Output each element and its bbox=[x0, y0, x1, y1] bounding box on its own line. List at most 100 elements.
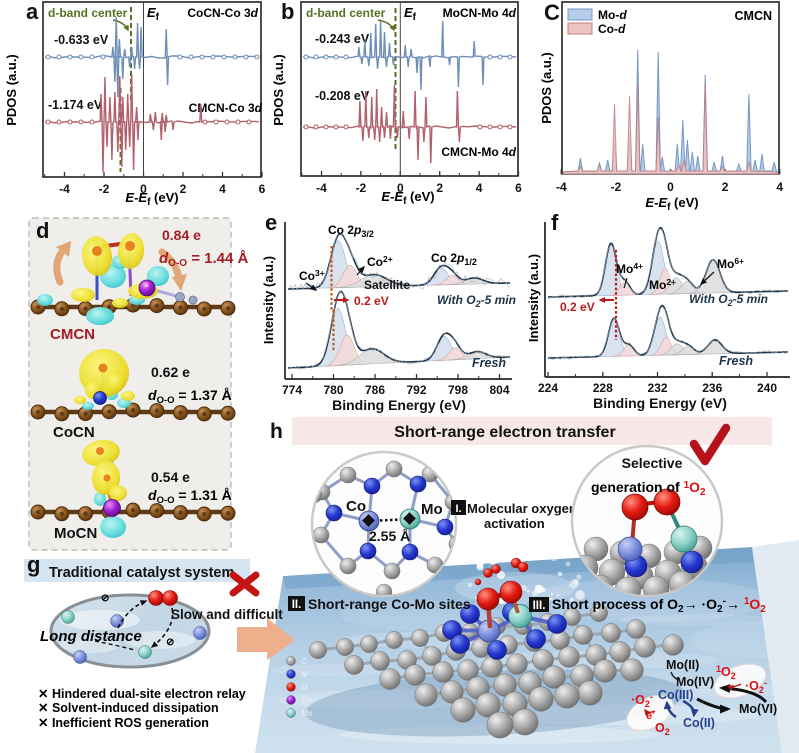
svg-text:Mo(II): Mo(II) bbox=[666, 658, 699, 672]
svg-text:CMCN-Mo 4d: CMCN-Mo 4d bbox=[441, 145, 516, 159]
svg-text:-4: -4 bbox=[59, 182, 70, 196]
svg-text:dO-O = 1.31 Å: dO-O = 1.31 Å bbox=[148, 487, 232, 506]
svg-text:Co: Co bbox=[346, 498, 366, 515]
svg-text:792: 792 bbox=[406, 383, 426, 397]
svg-text:N: N bbox=[301, 670, 307, 679]
svg-text:Mo: Mo bbox=[301, 709, 313, 718]
svg-text:h: h bbox=[270, 420, 283, 443]
svg-text:0: 0 bbox=[397, 181, 404, 195]
svg-text:Short process of O2→ ·O2-→ 1O2: Short process of O2→ ·O2-→ 1O2 bbox=[552, 596, 766, 615]
svg-text:Intensity (a.u.): Intensity (a.u.) bbox=[261, 256, 276, 344]
svg-text:O: O bbox=[301, 683, 308, 692]
svg-text:CoCN: CoCN bbox=[53, 424, 95, 441]
svg-text:Short-range Co-Mo sites: Short-range Co-Mo sites bbox=[308, 596, 471, 612]
svg-text:d: d bbox=[36, 218, 49, 243]
svg-text:With O2-5 min: With O2-5 min bbox=[437, 293, 516, 309]
svg-text:Intensity (a.u.): Intensity (a.u.) bbox=[526, 254, 541, 342]
svg-text:240: 240 bbox=[757, 381, 777, 395]
svg-text:-0.208 eV: -0.208 eV bbox=[315, 89, 370, 103]
svg-text:d-band center: d-band center bbox=[48, 6, 128, 20]
svg-text:Co(II): Co(II) bbox=[683, 716, 715, 730]
svg-text:activation: activation bbox=[484, 516, 545, 531]
svg-text:Fresh: Fresh bbox=[719, 354, 753, 368]
svg-text:236: 236 bbox=[702, 381, 722, 395]
svg-text:-4: -4 bbox=[556, 180, 567, 194]
svg-text:-1.174 eV: -1.174 eV bbox=[48, 98, 103, 112]
svg-text:MoCN: MoCN bbox=[54, 525, 97, 542]
svg-text:774: 774 bbox=[282, 383, 302, 397]
svg-text:PDOS (a.u.): PDOS (a.u.) bbox=[271, 54, 286, 126]
svg-text:d-band center: d-band center bbox=[306, 6, 386, 20]
svg-text:CMCN-Co 3d: CMCN-Co 3d bbox=[189, 101, 263, 115]
svg-text:Co: Co bbox=[301, 696, 312, 705]
svg-text:228: 228 bbox=[593, 381, 613, 395]
svg-text:Binding Energy (eV): Binding Energy (eV) bbox=[332, 397, 466, 413]
svg-text:798: 798 bbox=[448, 383, 468, 397]
svg-text:Selective: Selective bbox=[622, 455, 683, 471]
svg-text:E-Ef (eV): E-Ef (eV) bbox=[381, 189, 434, 207]
svg-text:-2: -2 bbox=[611, 180, 622, 194]
svg-text:2.55 Å: 2.55 Å bbox=[369, 528, 410, 544]
svg-text:0: 0 bbox=[140, 182, 147, 196]
svg-text:CMCN: CMCN bbox=[735, 9, 773, 23]
svg-text:⊘: ⊘ bbox=[166, 637, 174, 648]
svg-text:Traditional catalyst system: Traditional catalyst system bbox=[49, 565, 234, 581]
svg-text:-0.243 eV: -0.243 eV bbox=[315, 32, 370, 46]
svg-text:804: 804 bbox=[489, 383, 509, 397]
svg-text:Fresh: Fresh bbox=[472, 356, 506, 370]
svg-text:✕ Solvent-induced dissipation: ✕ Solvent-induced dissipation bbox=[38, 701, 219, 715]
svg-text:C: C bbox=[544, 0, 560, 25]
svg-text:e: e bbox=[265, 210, 277, 235]
svg-text:PDOS (a.u.): PDOS (a.u.) bbox=[539, 52, 554, 124]
svg-text:6: 6 bbox=[515, 181, 522, 195]
svg-text:Mo-d: Mo-d bbox=[598, 8, 627, 22]
svg-text:g: g bbox=[27, 552, 40, 577]
svg-text:2: 2 bbox=[722, 180, 729, 194]
svg-text:786: 786 bbox=[365, 383, 385, 397]
svg-text:a: a bbox=[26, 0, 39, 24]
svg-text:2: 2 bbox=[436, 181, 443, 195]
svg-text:2: 2 bbox=[180, 182, 187, 196]
svg-text:III.: III. bbox=[533, 600, 546, 612]
svg-text:0.2 eV: 0.2 eV bbox=[560, 300, 595, 314]
svg-text:4: 4 bbox=[476, 181, 483, 195]
svg-text:Satellite: Satellite bbox=[364, 278, 410, 292]
svg-text:dO-O = 1.44 Å: dO-O = 1.44 Å bbox=[159, 250, 249, 269]
svg-text:PDOS (a.u.): PDOS (a.u.) bbox=[4, 54, 19, 126]
svg-text:-2: -2 bbox=[99, 182, 110, 196]
svg-text:CoCN-Co 3d: CoCN-Co 3d bbox=[187, 6, 258, 20]
svg-text:Mo(VI): Mo(VI) bbox=[739, 702, 777, 716]
svg-text:Co(III): Co(III) bbox=[658, 688, 693, 702]
svg-text:⊘: ⊘ bbox=[101, 593, 109, 604]
svg-text:-0.633 eV: -0.633 eV bbox=[54, 33, 109, 47]
svg-text:Slow and difficult: Slow and difficult bbox=[171, 607, 283, 622]
svg-text:I.: I. bbox=[455, 503, 461, 515]
svg-text:e-: e- bbox=[646, 708, 655, 722]
svg-text:-2: -2 bbox=[356, 181, 367, 195]
svg-text:·O2-: ·O2- bbox=[631, 692, 653, 709]
svg-text:Molecular oxygen: Molecular oxygen bbox=[467, 501, 577, 516]
svg-text:E-Ef (eV): E-Ef (eV) bbox=[645, 195, 698, 213]
svg-text:0: 0 bbox=[667, 180, 674, 194]
svg-text:generation of 1O2: generation of 1O2 bbox=[591, 479, 706, 498]
svg-text:232: 232 bbox=[647, 381, 667, 395]
svg-text:-4: -4 bbox=[316, 181, 327, 195]
svg-text:Mo: Mo bbox=[421, 501, 443, 518]
svg-text:4: 4 bbox=[219, 182, 226, 196]
svg-text:780: 780 bbox=[323, 383, 343, 397]
svg-text:✕ Hindered dual-site electron: ✕ Hindered dual-site electron relay bbox=[38, 687, 246, 701]
svg-text:✕ Inefficient ROS generation: ✕ Inefficient ROS generation bbox=[38, 716, 209, 730]
svg-text:With O2-5 min: With O2-5 min bbox=[689, 292, 768, 308]
svg-text:II.: II. bbox=[292, 599, 302, 611]
svg-text:Short-range electron transfer: Short-range electron transfer bbox=[394, 424, 615, 441]
svg-text:f: f bbox=[551, 210, 559, 235]
svg-text:Binding Energy (eV): Binding Energy (eV) bbox=[593, 395, 727, 411]
svg-text:0.2 eV: 0.2 eV bbox=[354, 294, 389, 308]
svg-text:Co-d: Co-d bbox=[598, 22, 626, 36]
svg-text:0.62 e: 0.62 e bbox=[151, 364, 190, 380]
svg-text:0.84 e: 0.84 e bbox=[162, 227, 201, 243]
svg-text:1O2: 1O2 bbox=[716, 664, 736, 681]
svg-text:4: 4 bbox=[776, 180, 783, 194]
svg-text:224: 224 bbox=[538, 381, 558, 395]
svg-text:dO-O = 1.37 Å: dO-O = 1.37 Å bbox=[148, 387, 232, 406]
